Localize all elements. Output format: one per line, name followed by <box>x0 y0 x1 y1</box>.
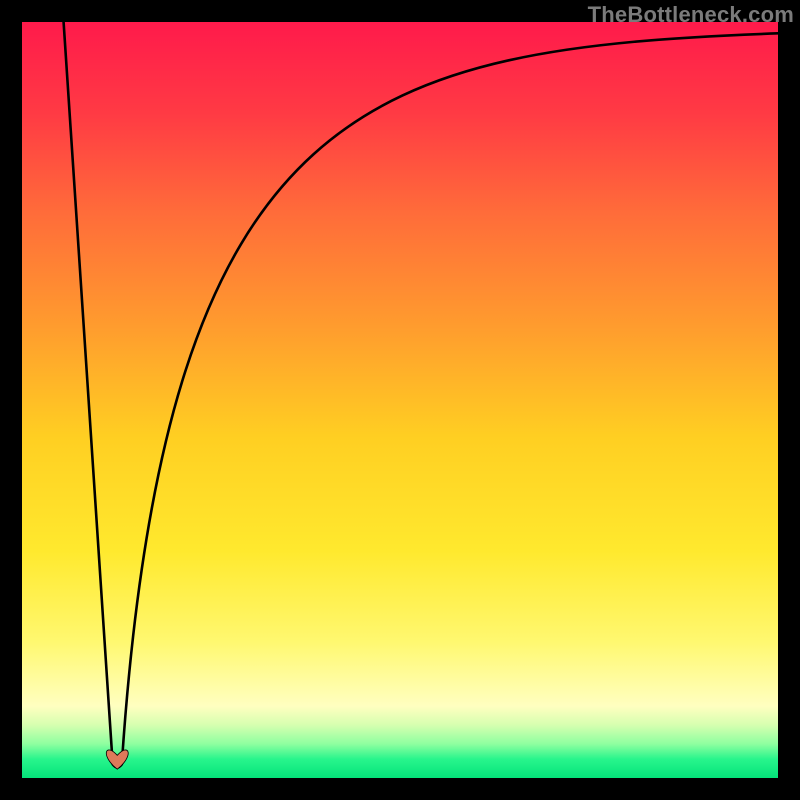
plot-background <box>22 22 778 778</box>
bottleneck-chart <box>0 0 800 800</box>
watermark-text: TheBottleneck.com <box>588 2 794 28</box>
chart-stage: TheBottleneck.com <box>0 0 800 800</box>
